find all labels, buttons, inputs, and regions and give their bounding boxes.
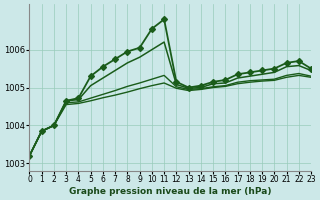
X-axis label: Graphe pression niveau de la mer (hPa): Graphe pression niveau de la mer (hPa)	[69, 187, 271, 196]
